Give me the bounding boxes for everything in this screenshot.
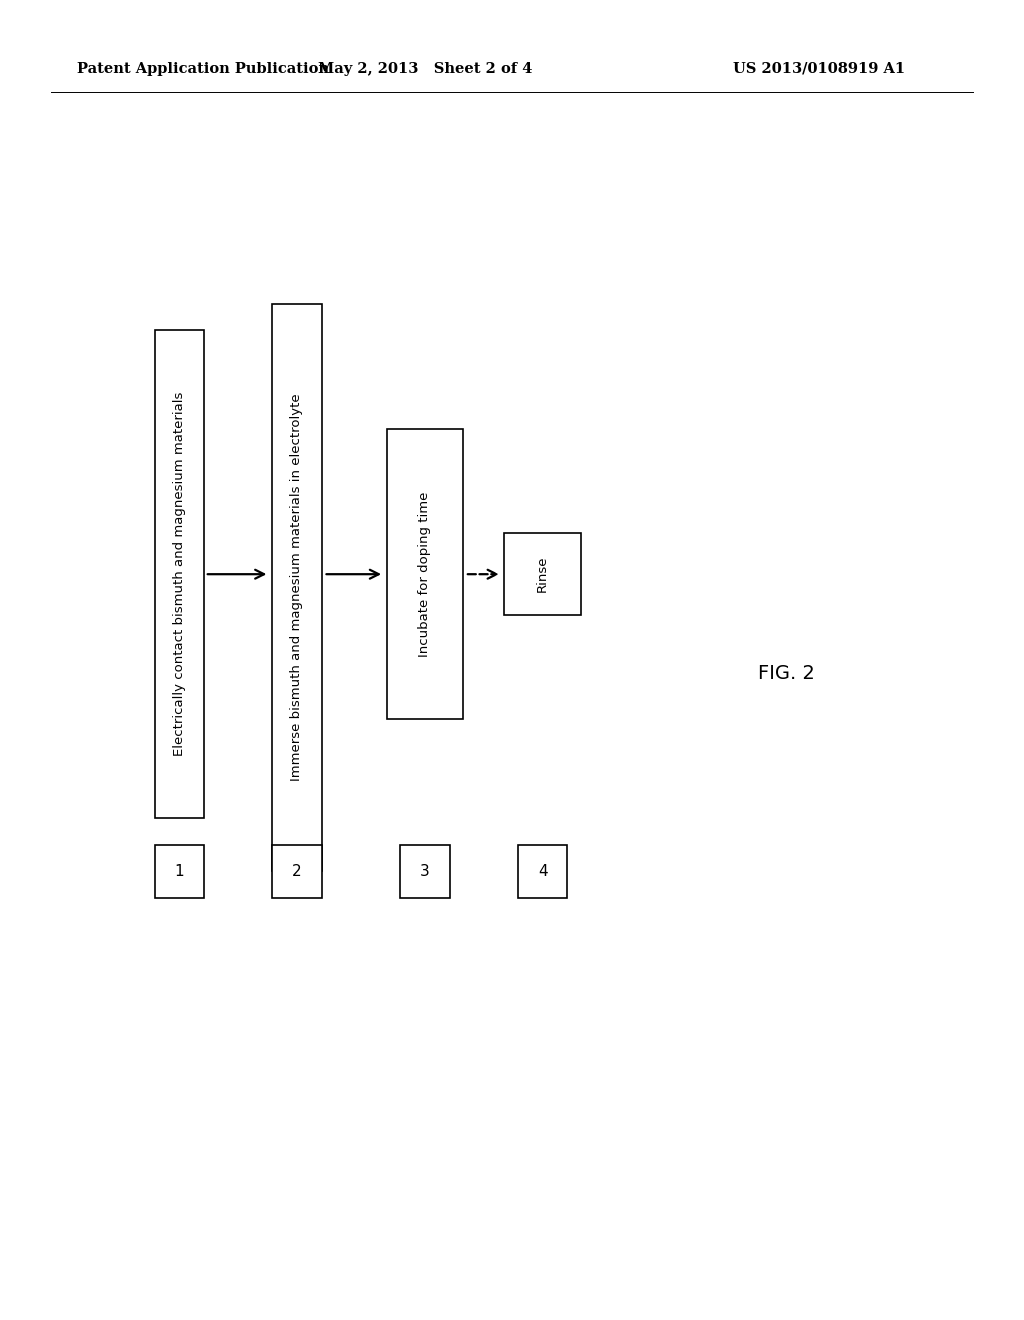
Text: 4: 4 [538, 863, 548, 879]
Bar [400, 845, 450, 898]
Text: FIG. 2: FIG. 2 [758, 664, 815, 682]
Text: Electrically contact bismuth and magnesium materials: Electrically contact bismuth and magnesi… [173, 392, 185, 756]
Bar [505, 533, 582, 615]
Text: Incubate for doping time: Incubate for doping time [419, 491, 431, 657]
Text: Rinse: Rinse [537, 556, 549, 593]
Bar [272, 845, 322, 898]
Text: Immerse bismuth and magnesium materials in electrolyte: Immerse bismuth and magnesium materials … [291, 393, 303, 781]
Bar [155, 330, 204, 818]
Bar [155, 845, 204, 898]
Text: US 2013/0108919 A1: US 2013/0108919 A1 [733, 62, 905, 75]
Text: Patent Application Publication: Patent Application Publication [77, 62, 329, 75]
Bar [387, 429, 463, 719]
Bar [272, 304, 322, 871]
Text: 2: 2 [292, 863, 302, 879]
Text: 1: 1 [174, 863, 184, 879]
Text: May 2, 2013   Sheet 2 of 4: May 2, 2013 Sheet 2 of 4 [317, 62, 532, 75]
Bar [518, 845, 567, 898]
Text: 3: 3 [420, 863, 430, 879]
